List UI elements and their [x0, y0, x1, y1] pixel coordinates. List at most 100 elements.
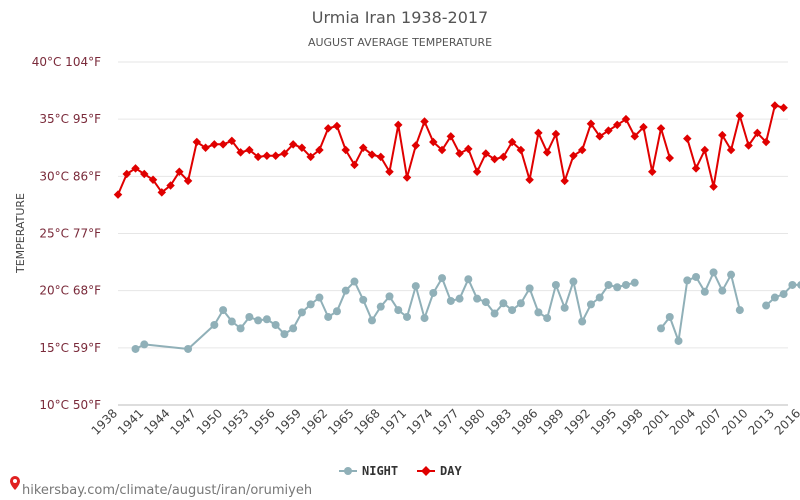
data-point-night[interactable]	[735, 306, 744, 315]
data-point-night[interactable]	[254, 316, 263, 325]
data-point-day[interactable]	[542, 148, 552, 157]
data-point-night[interactable]	[683, 276, 692, 285]
data-point-day[interactable]	[394, 120, 403, 130]
data-point-day[interactable]	[157, 188, 167, 197]
data-point-day[interactable]	[192, 137, 202, 147]
data-point-day[interactable]	[429, 137, 438, 147]
data-point-night[interactable]	[709, 268, 718, 277]
data-point-day[interactable]	[262, 151, 272, 160]
data-point-day[interactable]	[726, 145, 736, 155]
data-point-night[interactable]	[525, 284, 534, 293]
data-point-day[interactable]	[113, 190, 123, 199]
data-point-day[interactable]	[770, 101, 780, 110]
data-point-night[interactable]	[446, 296, 455, 305]
data-point-night[interactable]	[367, 316, 376, 325]
data-point-day[interactable]	[297, 143, 307, 152]
data-point-day[interactable]	[175, 167, 184, 177]
data-point-night[interactable]	[508, 306, 517, 315]
data-point-day[interactable]	[376, 152, 385, 162]
data-point-night[interactable]	[674, 336, 683, 345]
data-point-day[interactable]	[481, 149, 491, 158]
data-point-night[interactable]	[621, 280, 630, 289]
data-point-day[interactable]	[183, 176, 193, 186]
data-point-night[interactable]	[359, 295, 368, 304]
data-point-day[interactable]	[148, 175, 158, 185]
data-point-day[interactable]	[665, 153, 675, 163]
data-point-night[interactable]	[499, 299, 508, 308]
data-point-night[interactable]	[210, 320, 219, 329]
data-point-day[interactable]	[332, 121, 342, 131]
data-point-night[interactable]	[385, 292, 394, 301]
data-point-night[interactable]	[630, 278, 639, 287]
data-point-day[interactable]	[420, 117, 429, 126]
data-point-day[interactable]	[341, 145, 350, 155]
data-point-day[interactable]	[709, 182, 718, 191]
data-point-day[interactable]	[437, 145, 447, 155]
legend-item-day[interactable]: DAY	[417, 464, 462, 478]
data-point-day[interactable]	[350, 160, 359, 170]
data-point-day[interactable]	[656, 124, 666, 133]
data-point-night[interactable]	[464, 275, 473, 284]
data-point-night[interactable]	[140, 340, 149, 349]
data-point-night[interactable]	[534, 308, 543, 317]
data-point-day[interactable]	[455, 149, 464, 158]
data-point-day[interactable]	[201, 143, 210, 152]
data-point-night[interactable]	[700, 287, 709, 296]
data-point-night[interactable]	[271, 320, 280, 329]
data-point-night[interactable]	[569, 277, 578, 286]
data-point-day[interactable]	[402, 173, 412, 182]
data-point-night[interactable]	[657, 324, 666, 333]
data-point-day[interactable]	[683, 134, 692, 143]
data-point-night[interactable]	[665, 312, 674, 321]
data-point-night[interactable]	[184, 344, 193, 353]
data-point-day[interactable]	[280, 149, 289, 158]
data-point-night[interactable]	[788, 280, 797, 289]
data-point-day[interactable]	[358, 143, 368, 152]
data-point-day[interactable]	[551, 129, 561, 139]
data-point-night[interactable]	[490, 309, 499, 318]
footer-url[interactable]: hikersbay.com/climate/august/iran/orumiy…	[22, 483, 312, 498]
data-point-day[interactable]	[306, 152, 315, 162]
data-point-night[interactable]	[341, 286, 350, 295]
data-point-night[interactable]	[315, 293, 324, 302]
data-point-night[interactable]	[473, 294, 482, 303]
data-point-day[interactable]	[472, 167, 482, 177]
data-point-day[interactable]	[385, 167, 394, 177]
data-point-night[interactable]	[692, 272, 701, 281]
data-point-day[interactable]	[253, 152, 263, 162]
data-point-night[interactable]	[403, 312, 412, 321]
data-point-night[interactable]	[131, 344, 140, 353]
data-point-day[interactable]	[271, 151, 280, 160]
data-point-day[interactable]	[490, 154, 499, 164]
data-point-day[interactable]	[323, 124, 333, 133]
data-point-night[interactable]	[595, 293, 604, 302]
data-point-day[interactable]	[236, 148, 245, 157]
data-point-night[interactable]	[280, 330, 289, 339]
data-point-night[interactable]	[420, 314, 429, 323]
legend[interactable]: NIGHT DAY	[339, 464, 462, 478]
data-point-night[interactable]	[727, 270, 736, 279]
data-point-day[interactable]	[691, 164, 701, 173]
data-point-night[interactable]	[236, 324, 245, 333]
data-point-night[interactable]	[762, 301, 771, 310]
data-point-day[interactable]	[464, 144, 473, 154]
data-point-night[interactable]	[516, 299, 525, 308]
data-point-night[interactable]	[429, 288, 438, 297]
data-point-night[interactable]	[394, 306, 403, 315]
data-point-day[interactable]	[367, 150, 377, 159]
data-point-night[interactable]	[297, 308, 306, 317]
data-point-night[interactable]	[543, 314, 552, 323]
data-point-night[interactable]	[306, 300, 315, 309]
footer-link[interactable]: hikersbay.com/climate/august/iran/orumiy…	[10, 476, 312, 498]
data-point-night[interactable]	[779, 290, 788, 299]
data-point-night[interactable]	[560, 303, 569, 312]
data-point-night[interactable]	[245, 312, 254, 321]
data-point-day[interactable]	[499, 152, 508, 162]
data-point-day[interactable]	[166, 181, 175, 190]
data-point-day[interactable]	[245, 145, 254, 155]
data-point-day[interactable]	[210, 140, 219, 149]
data-point-day[interactable]	[122, 169, 132, 179]
data-point-day[interactable]	[718, 130, 727, 140]
data-point-night[interactable]	[262, 315, 271, 324]
data-point-day[interactable]	[779, 103, 788, 112]
